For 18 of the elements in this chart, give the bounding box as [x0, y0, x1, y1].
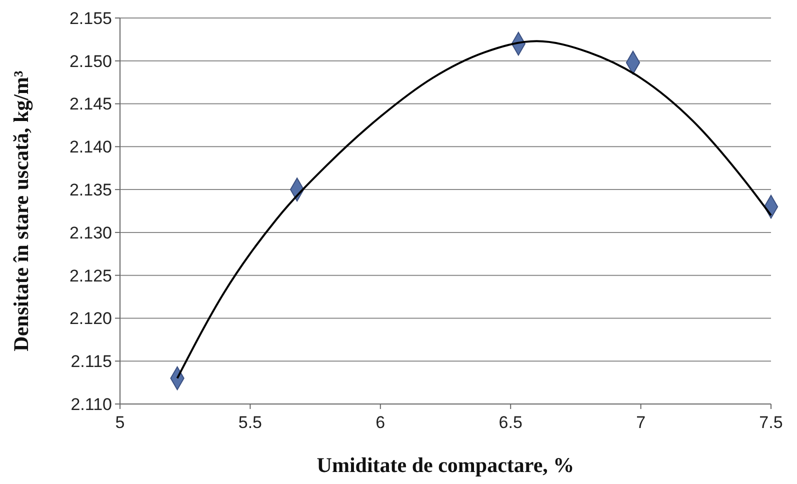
x-tick-label: 5.5: [238, 413, 262, 432]
y-tick-label: 2.110: [70, 394, 112, 414]
y-tick-label: 2.155: [69, 8, 112, 28]
x-tick-label: 7.5: [759, 413, 783, 432]
y-tick-label: 2.130: [69, 223, 112, 242]
x-axis-title: Umiditate de compactare, %: [316, 453, 574, 477]
y-tick-label: 2.140: [69, 138, 112, 157]
y-tick-label: 2.120: [69, 309, 112, 328]
x-tick-label: 5: [115, 413, 125, 432]
y-tick-label: 2.115: [70, 352, 112, 372]
x-tick-label: 6.5: [498, 413, 522, 432]
x-tick-label: 6: [376, 413, 386, 432]
y-axis-title: Densitate în stare uscată, kg/m³: [9, 70, 33, 352]
y-tick-label: 2.125: [69, 266, 112, 286]
y-tick-label: 2.145: [69, 94, 112, 114]
y-tick-label: 2.135: [69, 180, 112, 200]
x-tick-label: 7: [636, 413, 646, 432]
y-tick-label: 2.150: [69, 52, 112, 71]
